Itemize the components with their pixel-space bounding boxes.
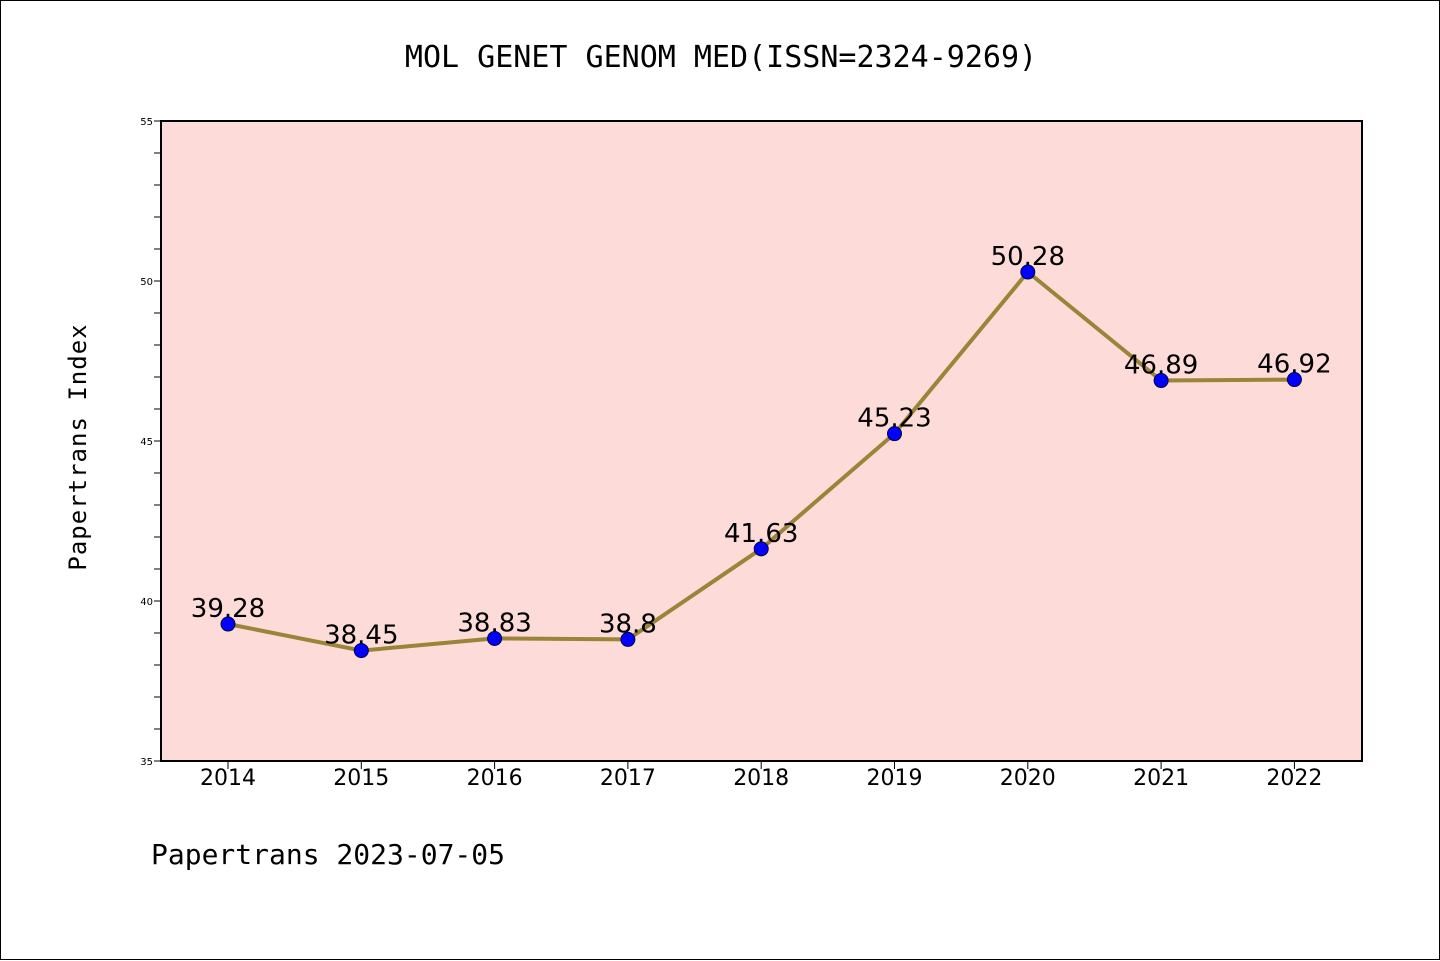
data-point [1020, 264, 1036, 280]
data-point [753, 541, 769, 557]
x-tick-label: 2021 [1133, 766, 1189, 791]
data-label: 41.63 [724, 519, 798, 549]
data-point [1286, 372, 1302, 388]
data-label: 46.92 [1257, 350, 1331, 380]
y-tick-label: 40 [140, 597, 153, 608]
x-tick-label: 2014 [200, 766, 256, 791]
x-tick-label: 2022 [1266, 766, 1322, 791]
x-tick-label: 2017 [600, 766, 656, 791]
chart-title: MOL GENET GENOM MED(ISSN=2324-9269) [405, 40, 1037, 75]
y-axis: 35 40 45 50 55 [140, 117, 161, 768]
y-axis-label: Papertrans Index [64, 323, 92, 570]
data-label: 38.8 [599, 609, 657, 639]
data-point [353, 643, 369, 659]
x-tick-label: 2016 [467, 766, 523, 791]
x-tick-label: 2019 [867, 766, 923, 791]
data-point [620, 631, 636, 647]
footer-date: Papertrans 2023-07-05 [151, 838, 505, 871]
data-label: 45.23 [857, 404, 931, 434]
x-tick-label: 2020 [1000, 766, 1056, 791]
data-point [1153, 373, 1169, 389]
data-point [887, 426, 902, 442]
series-markers [220, 264, 1302, 659]
data-point [220, 616, 236, 632]
data-point [487, 630, 503, 646]
x-axis: 2014 2015 2016 2017 2018 2019 2020 2021 2022 [200, 761, 1322, 791]
y-tick-label: 55 [140, 117, 153, 128]
y-tick-label: 45 [140, 437, 153, 448]
data-labels: 39.28 38.45 38.83 38.8 41.63 45.23 50.28 46.89 4… [191, 242, 1332, 651]
plot-area [160, 120, 1363, 762]
data-label: 46.89 [1124, 351, 1198, 381]
x-tick-label: 2015 [333, 766, 389, 791]
data-label: 50.28 [991, 242, 1065, 272]
y-tick-label: 50 [140, 277, 153, 288]
data-label: 38.83 [457, 608, 531, 638]
x-tick-label: 2018 [733, 766, 789, 791]
data-label: 38.45 [324, 621, 398, 651]
y-tick-label: 35 [140, 757, 153, 768]
data-label: 39.28 [191, 594, 265, 624]
